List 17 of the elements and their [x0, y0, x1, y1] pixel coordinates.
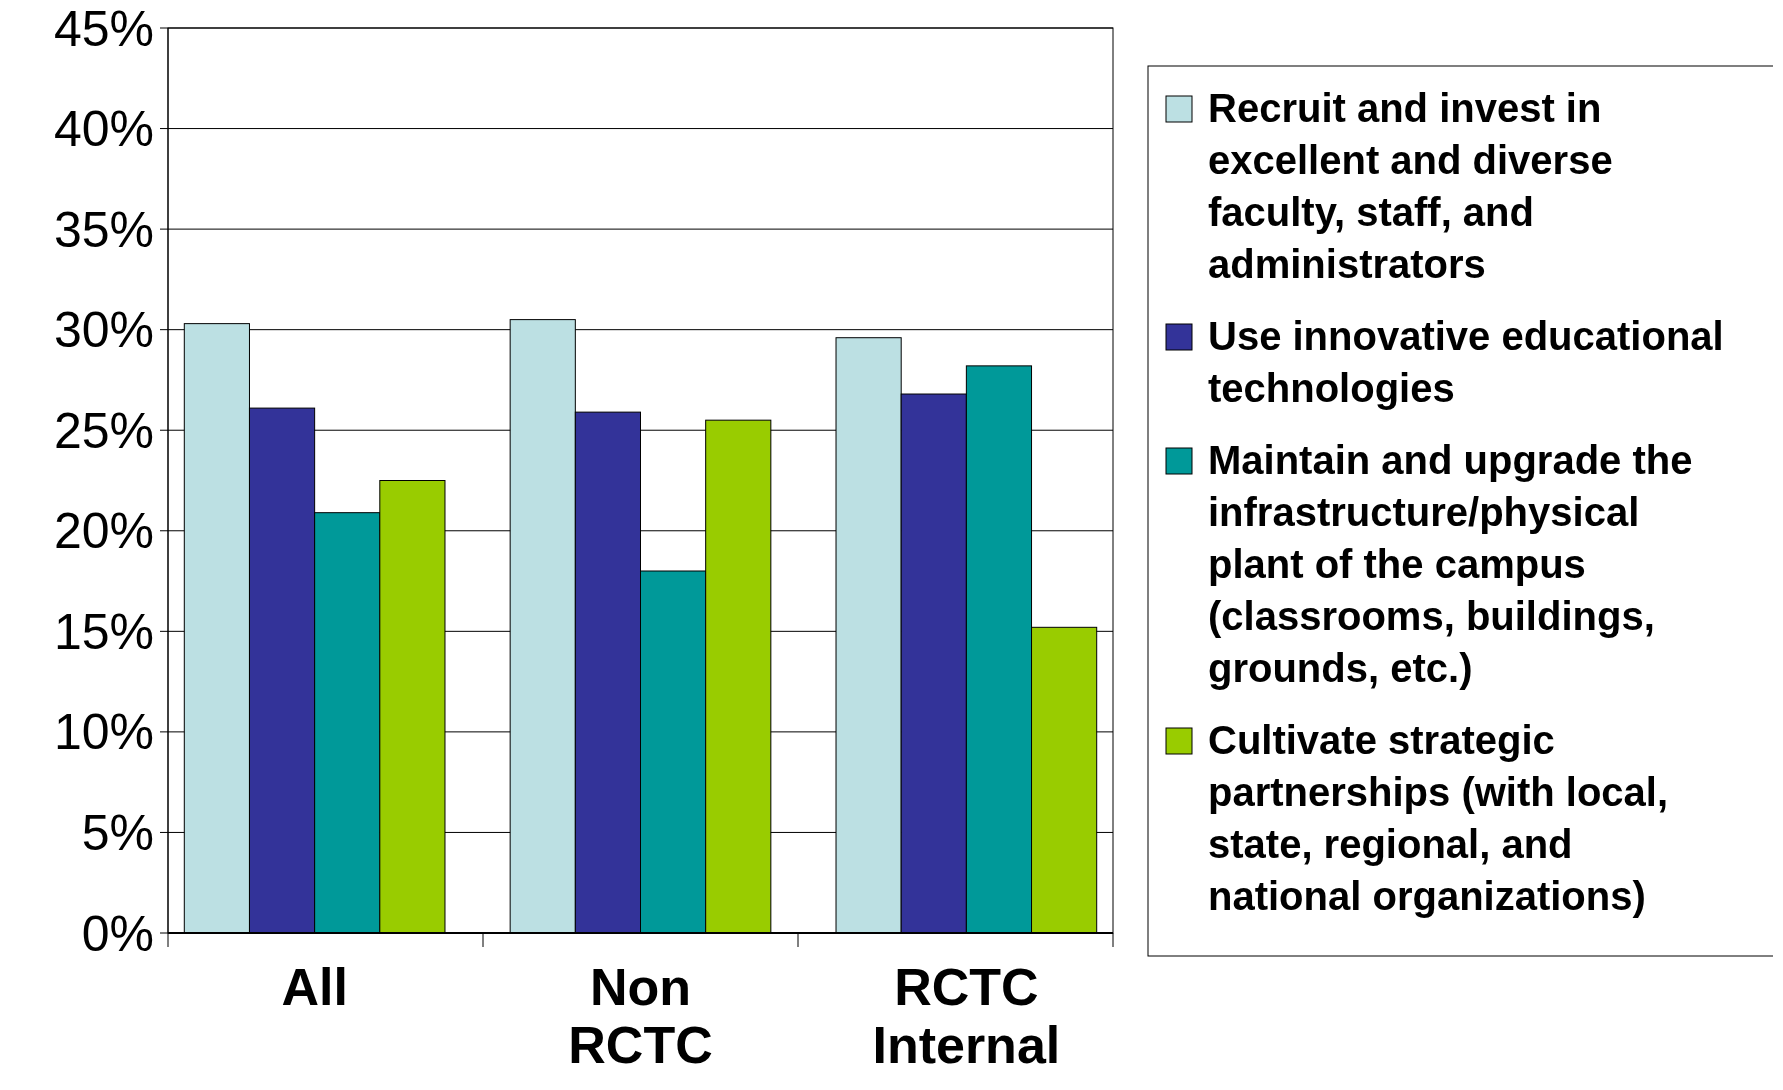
legend-label: Recruit and invest in excellent and diverse faculty, staff, and administrators	[1208, 86, 1613, 286]
x-tick-label: RCTC Internal	[872, 958, 1061, 1074]
legend-label: Maintain and upgrade the infrastructure/physical plant of the campus (classrooms, buildings, grounds, etc.)	[1208, 438, 1693, 690]
y-tick-label: 5%	[81, 804, 154, 861]
x-tick-label: All	[281, 958, 348, 1016]
y-tick-label: 45%	[53, 0, 154, 57]
y-tick-label: 20%	[53, 503, 154, 560]
y-tick-label: 40%	[53, 101, 154, 158]
y-tick-label: 15%	[53, 603, 154, 660]
y-tick-label: 30%	[53, 302, 154, 359]
x-tick-label: Non RCTC	[568, 958, 713, 1074]
y-tick-label: 0%	[81, 905, 154, 962]
y-tick-label: 35%	[53, 201, 154, 258]
y-tick-label: 10%	[53, 704, 154, 761]
legend-label: Use innovative educational technologies	[1208, 314, 1724, 410]
legend-label: Cultivate strategic partnerships (with local, state, regional, and national organizations)	[1208, 718, 1669, 918]
y-tick-label: 25%	[53, 402, 154, 459]
